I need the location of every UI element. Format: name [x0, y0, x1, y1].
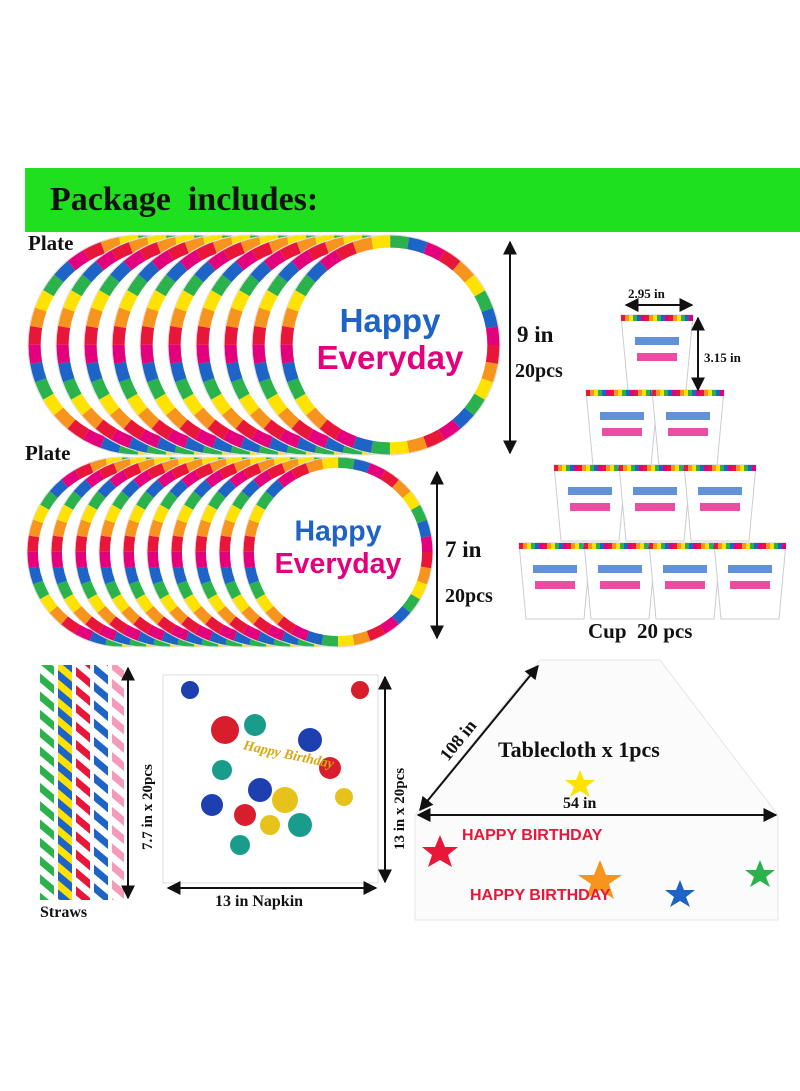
plate-print: Happy [340, 302, 442, 339]
cup-print [533, 565, 577, 573]
cup-print [698, 487, 742, 495]
cup-print [600, 412, 644, 420]
cup-print [665, 581, 705, 589]
napkin-label: 13 in Napkin [215, 893, 303, 910]
balloon [319, 757, 341, 779]
straw [40, 665, 54, 900]
star [565, 770, 595, 797]
balloon [288, 813, 312, 837]
plate-size: 9 in [517, 322, 554, 347]
cup-print [668, 428, 708, 436]
straw [76, 665, 90, 900]
cup-print [570, 503, 610, 511]
balloon [230, 835, 250, 855]
plate-count: 20pcs [515, 360, 563, 382]
plate-label: Plate [25, 441, 70, 465]
cup-print [602, 428, 642, 436]
tablecloth-label: Tablecloth x 1pcs [498, 737, 660, 762]
balloon [211, 716, 239, 744]
cup-width: 2.95 in [628, 286, 666, 301]
plate-count: 20pcs [445, 585, 493, 607]
tablecloth-print: HAPPY BIRTHDAY [470, 887, 611, 904]
cup-print [730, 581, 770, 589]
balloon [244, 714, 266, 736]
cup-print [666, 412, 710, 420]
cup-print [635, 337, 679, 345]
tablecloth-width: 54 in [563, 795, 596, 812]
balloon [298, 728, 322, 752]
dimension-line [419, 664, 539, 812]
plate-label: Plate [28, 231, 73, 255]
cup-print [637, 353, 677, 361]
balloon [272, 787, 298, 813]
straw [94, 665, 108, 900]
plate [279, 234, 501, 456]
plate-rim [243, 457, 433, 647]
straw [112, 665, 124, 900]
cup-print [600, 581, 640, 589]
star [665, 880, 695, 907]
plate-print: Everyday [317, 339, 464, 376]
plate-rim [243, 457, 433, 647]
header-title: Package includes: [50, 181, 318, 218]
cup-print [635, 503, 675, 511]
cup-print [598, 565, 642, 573]
cup-print [568, 487, 612, 495]
balloon [212, 760, 232, 780]
napkin [162, 674, 379, 884]
balloon [234, 804, 256, 826]
balloon [181, 681, 199, 699]
cup-print [535, 581, 575, 589]
cups-illustration [518, 314, 787, 620]
straw-size: 7.7 in x 20pcs [140, 764, 156, 850]
cup-height: 3.15 in [704, 350, 742, 365]
balloon [201, 794, 223, 816]
plate-rim [280, 235, 500, 455]
straw [58, 665, 72, 900]
straws-illustration [40, 665, 124, 900]
cup-print [728, 565, 772, 573]
napkin-size: 13 in x 20pcs [392, 768, 408, 850]
star [422, 835, 458, 867]
star [745, 860, 775, 887]
plate-print: Everyday [275, 548, 402, 580]
balloon [335, 788, 353, 806]
cup-label: Cup 20 pcs [588, 619, 692, 643]
star [578, 860, 622, 899]
cup-print [663, 565, 707, 573]
plate-size: 7 in [445, 537, 482, 562]
cup-print [700, 503, 740, 511]
balloon [260, 815, 280, 835]
tablecloth-print: HAPPY BIRTHDAY [462, 827, 603, 844]
plate-print: Happy [294, 516, 381, 548]
cup-print [633, 487, 677, 495]
napkin-illustration: Happy Birthday [162, 674, 379, 884]
plate-rim [280, 235, 500, 455]
header-banner [25, 168, 800, 232]
straw-label: Straws [40, 904, 87, 921]
balloon [248, 778, 272, 802]
balloon [351, 681, 369, 699]
